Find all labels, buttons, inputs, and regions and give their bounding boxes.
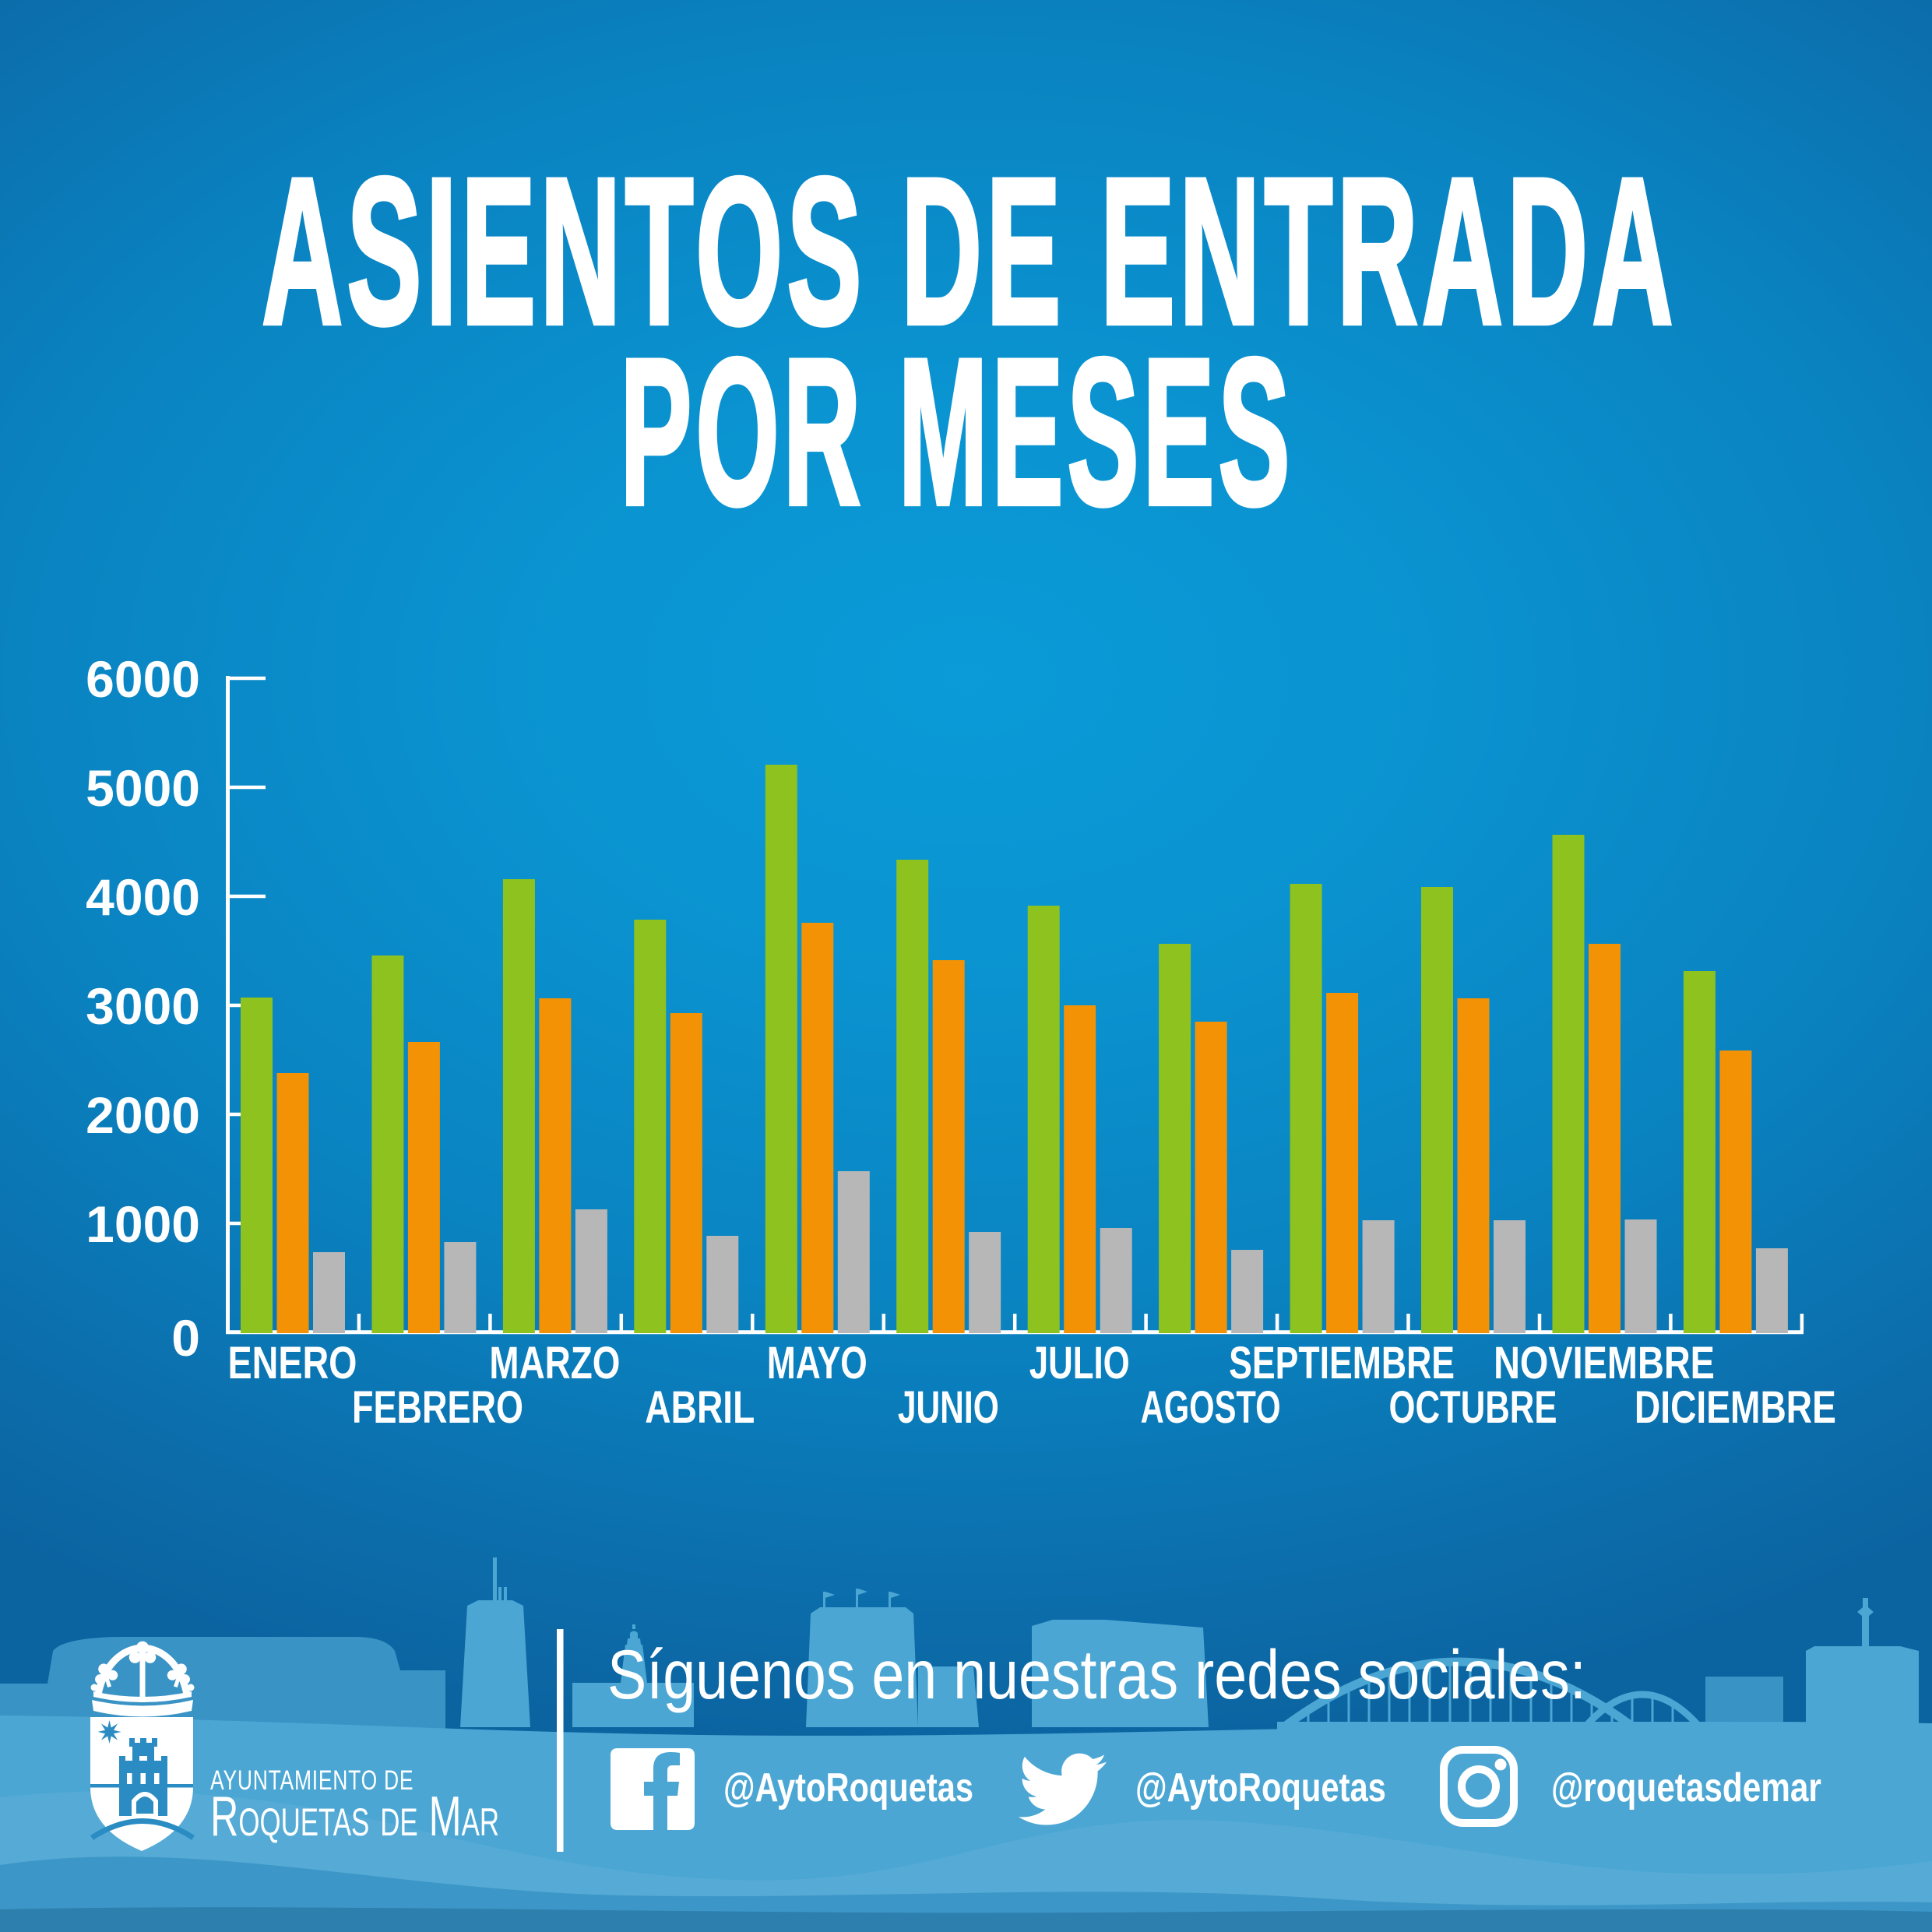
svg-text:@AytoRoquetas: @AytoRoquetas bbox=[1135, 1765, 1386, 1810]
svg-text:@roquetasdemar: @roquetasdemar bbox=[1551, 1765, 1821, 1811]
svg-text:1000: 1000 bbox=[86, 1195, 200, 1253]
svg-text:AGOSTO: AGOSTO bbox=[1141, 1381, 1281, 1432]
svg-text:ASIENTOS DE ENTRADA: ASIENTOS DE ENTRADA bbox=[262, 134, 1677, 368]
svg-text:FEBRERO: FEBRERO bbox=[352, 1381, 523, 1432]
svg-text:@AytoRoquetas: @AytoRoquetas bbox=[723, 1765, 973, 1811]
svg-text:OCTUBRE: OCTUBRE bbox=[1389, 1382, 1557, 1432]
svg-text:4000: 4000 bbox=[86, 868, 200, 926]
svg-text:3000: 3000 bbox=[86, 977, 200, 1035]
svg-text:ABRIL: ABRIL bbox=[645, 1383, 755, 1433]
svg-text:MARZO: MARZO bbox=[489, 1339, 620, 1388]
svg-text:5000: 5000 bbox=[86, 759, 200, 817]
svg-text:Síguenos en nuestras redes soc: Síguenos en nuestras redes sociales: bbox=[607, 1636, 1586, 1713]
svg-text:AYUNTAMIENTO DE: AYUNTAMIENTO DE bbox=[210, 1765, 413, 1795]
svg-text:Roquetas de Mar: Roquetas de Mar bbox=[210, 1786, 499, 1848]
svg-text:POR MESES: POR MESES bbox=[620, 315, 1293, 548]
svg-text:2000: 2000 bbox=[86, 1086, 200, 1144]
svg-text:6000: 6000 bbox=[86, 650, 200, 708]
svg-text:ENERO: ENERO bbox=[228, 1338, 357, 1388]
svg-text:DICIEMBRE: DICIEMBRE bbox=[1635, 1383, 1836, 1433]
svg-text:SEPTIEMBRE: SEPTIEMBRE bbox=[1229, 1337, 1455, 1388]
svg-text:NOVIEMBRE: NOVIEMBRE bbox=[1494, 1338, 1715, 1388]
svg-text:MAYO: MAYO bbox=[767, 1337, 867, 1388]
svg-text:JULIO: JULIO bbox=[1029, 1337, 1130, 1388]
svg-text:JUNIO: JUNIO bbox=[898, 1382, 999, 1433]
svg-text:0: 0 bbox=[171, 1309, 200, 1367]
